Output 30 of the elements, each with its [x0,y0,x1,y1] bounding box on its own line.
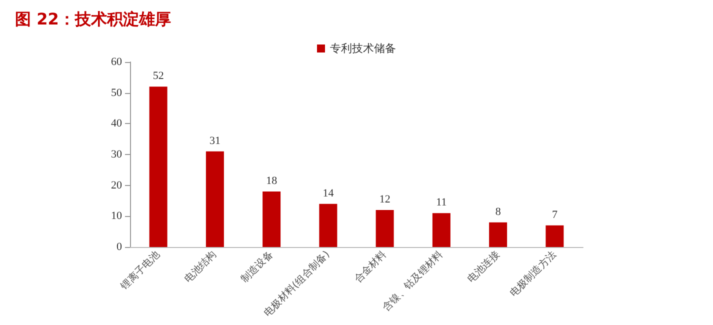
data-label: 31 [209,134,220,147]
bar [149,86,168,247]
bar [319,204,338,247]
y-tick-label: 60 [111,56,122,68]
legend-label: 专利技术储备 [330,42,396,55]
y-tick-label: 10 [111,210,122,222]
bar [262,192,281,247]
bar [376,210,394,247]
bar [432,213,450,247]
data-label: 18 [266,175,278,187]
bar [206,151,224,247]
x-tick-label: 电池结构 [182,248,219,286]
data-label: 8 [495,206,502,218]
y-tick-label: 50 [111,86,122,99]
data-label: 11 [436,196,447,209]
x-tick-label: 电极制造方法 [508,248,559,300]
data-label: 14 [322,187,334,200]
data-label: 52 [152,70,164,82]
bar [546,225,564,247]
x-tick-label: 制造设备 [238,248,276,286]
y-tick-label: 30 [111,148,122,160]
x-tick-label: 合金材料 [352,248,389,286]
y-tick-label: 0 [116,241,122,253]
y-tick-label: 40 [111,118,122,130]
chart-title: 图 22：技术积淀雄厚 [15,10,171,28]
data-label: 12 [379,194,390,206]
bar [489,222,508,247]
y-tick-label: 20 [111,179,122,192]
x-tick-label: 电池连接 [465,248,502,286]
data-label: 7 [552,208,558,221]
